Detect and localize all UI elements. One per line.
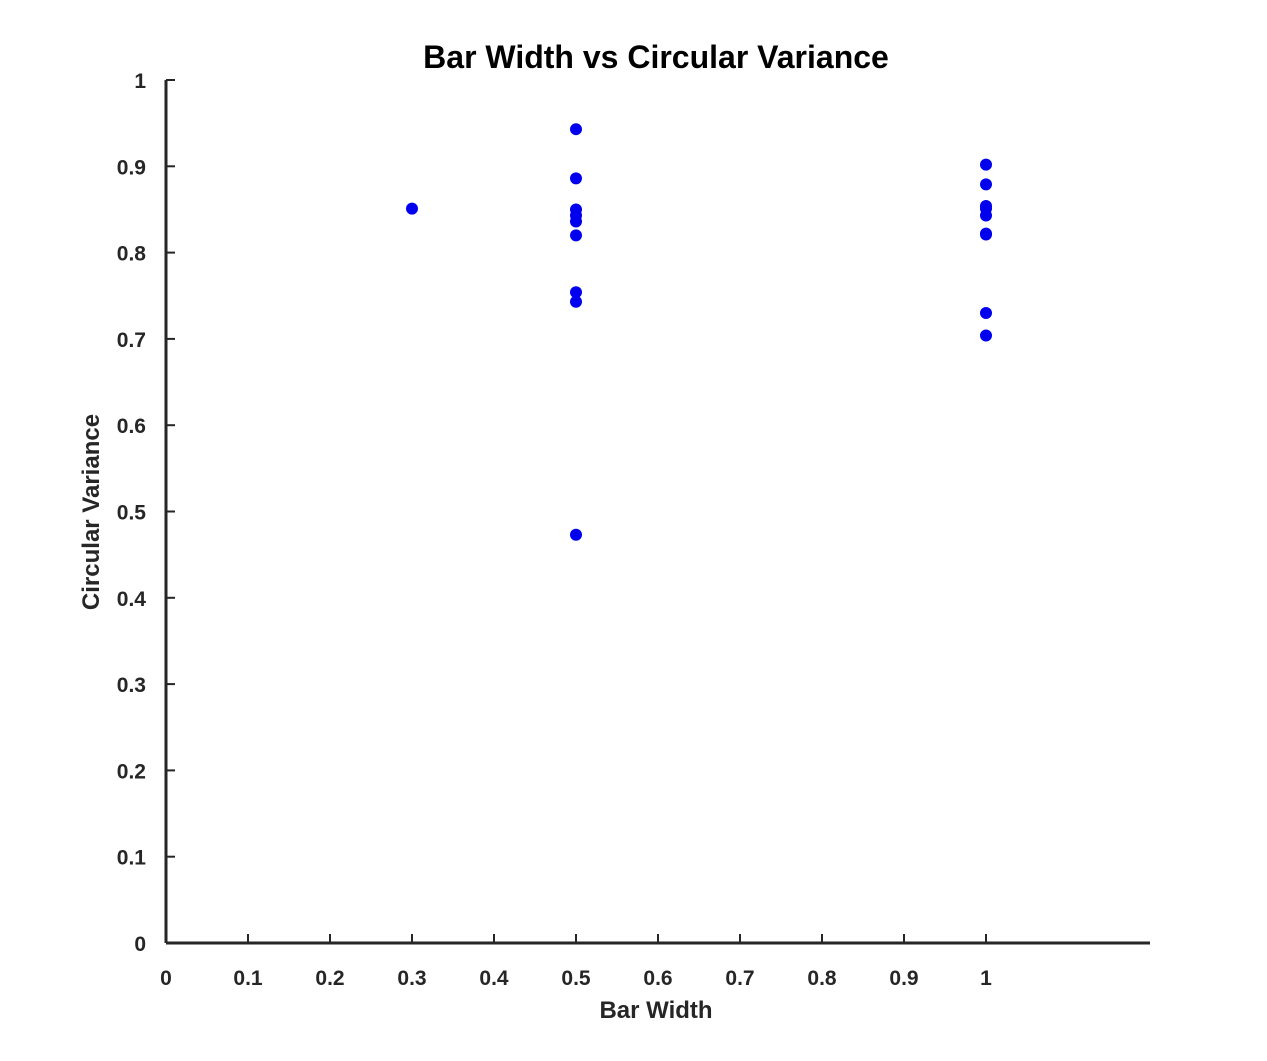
x-tick-label: 0.3 xyxy=(397,967,426,990)
x-tick-label: 0.2 xyxy=(315,967,344,990)
x-tick-label: 0.5 xyxy=(561,967,591,990)
y-axis: 0 0.1 0.2 0.3 0.4 0.5 0.6 0.7 0.8 0.9 1 xyxy=(117,70,175,956)
data-point xyxy=(570,528,582,541)
y-tick-label: 0.3 xyxy=(117,674,146,697)
y-tick-label: 0.6 xyxy=(117,415,146,438)
data-point xyxy=(570,286,582,299)
y-tick-label: 1 xyxy=(134,70,146,93)
data-point xyxy=(406,202,418,215)
y-tick-label: 0.7 xyxy=(117,329,146,352)
x-axis: 0 0.1 0.2 0.3 0.4 0.5 0.6 0.7 0.8 0.9 1 xyxy=(160,934,1150,990)
data-point xyxy=(570,295,582,308)
data-point xyxy=(570,229,582,242)
data-point xyxy=(980,228,992,241)
data-point xyxy=(980,158,992,171)
y-tick-label: 0.9 xyxy=(117,156,146,179)
data-point xyxy=(980,307,992,320)
data-point xyxy=(980,329,992,342)
y-tick-label: 0.1 xyxy=(117,847,147,870)
x-tick-label: 0 xyxy=(160,967,172,990)
x-tick-label: 1 xyxy=(980,967,992,990)
y-tick-label: 0.2 xyxy=(117,760,146,783)
x-tick-label: 0.6 xyxy=(643,967,672,990)
y-tick-label: 0.4 xyxy=(117,588,147,611)
data-point xyxy=(570,123,582,136)
data-point xyxy=(570,172,582,185)
x-tick-label: 0.4 xyxy=(479,967,509,990)
x-tick-label: 0.9 xyxy=(889,967,918,990)
x-tick-label: 0.7 xyxy=(725,967,754,990)
data-points xyxy=(406,123,992,541)
x-tick-label: 0.1 xyxy=(233,967,263,990)
y-axis-label: Circular Variance xyxy=(78,414,105,610)
y-tick-label: 0.8 xyxy=(117,243,147,266)
y-tick-label: 0 xyxy=(134,933,146,956)
data-point xyxy=(980,209,992,222)
x-axis-label: Bar Width xyxy=(599,997,712,1024)
data-point xyxy=(570,215,582,228)
y-tick-label: 0.5 xyxy=(117,502,147,525)
data-point xyxy=(980,178,992,191)
x-tick-label: 0.8 xyxy=(807,967,837,990)
chart-title: Bar Width vs Circular Variance xyxy=(423,39,889,75)
